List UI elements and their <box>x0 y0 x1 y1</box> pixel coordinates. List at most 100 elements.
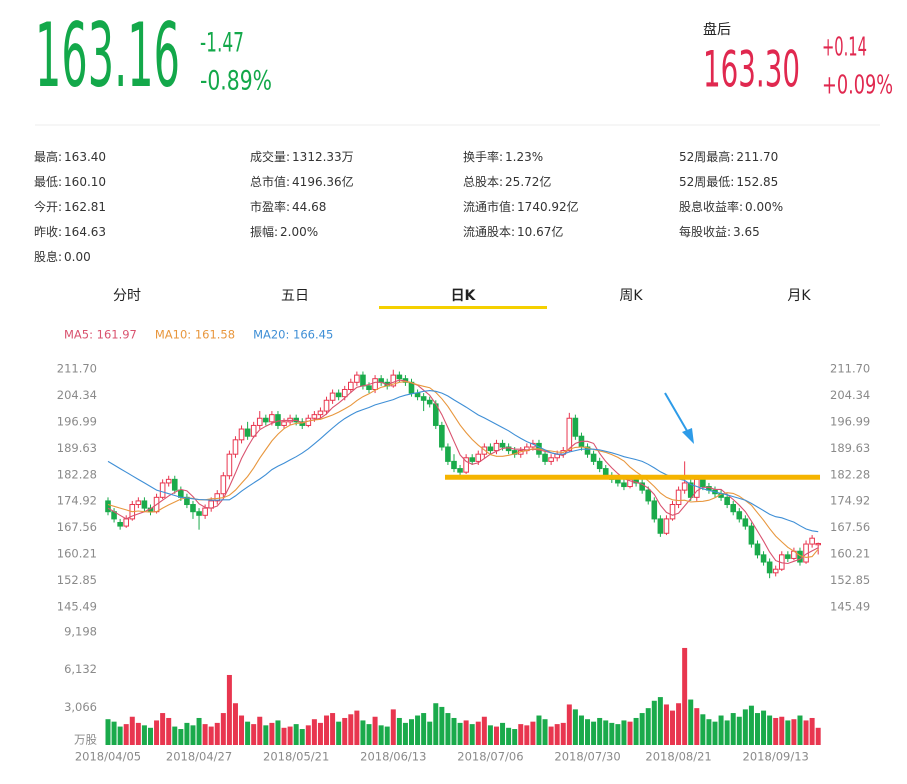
candle-body <box>645 489 652 502</box>
volume-bar <box>688 699 694 745</box>
stat-label: 52周最高: <box>679 149 734 164</box>
stat-value: 2.00% <box>280 225 318 239</box>
candle-body <box>493 442 500 452</box>
volume-bar <box>457 722 463 745</box>
tabs: 分时 五日 日K 周K 月K <box>113 288 811 309</box>
volume-bar <box>639 713 645 745</box>
stat-label: 最低: <box>34 175 62 189</box>
candle-body <box>105 500 111 513</box>
candle-body <box>390 374 397 387</box>
volume-bar <box>554 724 560 745</box>
volume-bar <box>330 713 336 745</box>
candle-body <box>596 460 603 470</box>
ma-line <box>107 390 819 533</box>
volume-bar <box>421 713 427 745</box>
stat: 昨收: 164.63 <box>34 225 106 239</box>
stat: 今开: 162.81 <box>34 199 106 214</box>
candle-body <box>323 399 330 412</box>
volume-bar <box>754 713 760 745</box>
legend-entry: MA5: 161.97 <box>64 328 137 342</box>
candle-body <box>651 500 658 520</box>
tab[interactable]: 周K <box>619 288 643 304</box>
candle-body <box>360 374 366 387</box>
volume-bar <box>105 719 111 745</box>
volume-bar <box>111 721 117 745</box>
stat-value: 44.68 <box>292 200 326 214</box>
y-tick-label-right: 160.21 <box>830 547 870 561</box>
volume-tick-label: 6,132 <box>64 662 97 676</box>
tab[interactable]: 月K <box>787 288 811 304</box>
stat-value: 0.00 <box>64 250 91 264</box>
stat: 总市值: 4196.36亿 <box>250 174 354 189</box>
volume-bar <box>463 720 469 745</box>
stat-value: 162.81 <box>64 200 106 214</box>
volume-bar <box>736 716 742 745</box>
candle-body <box>190 504 196 513</box>
arrow-shaft <box>664 392 691 437</box>
candle-body <box>396 374 403 380</box>
candle-body <box>809 537 815 545</box>
candle-body <box>693 478 700 498</box>
volume-bar <box>299 729 305 745</box>
tab[interactable]: 五日 <box>281 288 309 304</box>
volume-bar <box>245 721 251 745</box>
volume-bar <box>439 706 445 745</box>
candle-body <box>730 504 737 513</box>
volume-bar <box>160 713 166 745</box>
volume-bar <box>415 715 421 745</box>
candle-body <box>469 457 475 462</box>
candle-body <box>214 493 221 502</box>
volume-bar <box>135 722 141 745</box>
tab[interactable]: 日K <box>451 288 477 304</box>
x-tick-label: 2018/07/30 <box>554 750 620 764</box>
volume-bar <box>761 710 767 745</box>
volume-bar <box>239 715 245 745</box>
arrow-head <box>682 428 694 444</box>
legend-entry: MA10: 161.58 <box>155 328 235 342</box>
volume-bar <box>275 720 281 745</box>
candle-body <box>657 518 664 534</box>
candle-body <box>348 381 354 390</box>
y-tick-label-right: 189.63 <box>830 441 870 455</box>
volume-bar <box>257 716 263 745</box>
candle-body <box>700 478 706 488</box>
stat-value: 4196.36亿 <box>292 174 354 189</box>
volume-bar <box>384 726 390 745</box>
y-tick-label: 182.28 <box>57 467 97 481</box>
candle-body <box>748 525 755 545</box>
volume-bar <box>803 720 809 745</box>
change-pct: -0.89% <box>200 66 272 97</box>
volume-bar <box>354 710 360 745</box>
chart: 211.70 211.70 204.34 204.34 196.99 196.99 189.… <box>57 328 871 764</box>
volume-bar <box>190 725 196 745</box>
volume-bar <box>530 721 536 745</box>
volume-bar <box>269 722 275 745</box>
stat-label: 成交量: <box>250 149 290 164</box>
x-tick-label: 2018/08/21 <box>645 750 711 764</box>
volume-bar <box>251 724 257 745</box>
candle-body <box>760 554 767 563</box>
volume-bar <box>214 722 220 745</box>
volume-bar <box>493 726 499 745</box>
candle-body <box>202 507 208 516</box>
volume-bar <box>524 725 530 745</box>
volume-bar <box>591 721 597 745</box>
stat: 每股收益: 3.65 <box>679 224 760 239</box>
volume-bar <box>202 724 208 745</box>
candle-body <box>602 468 609 477</box>
candle-body <box>681 482 688 491</box>
volume-bar <box>615 724 621 745</box>
stat: 52周最高: 211.70 <box>679 149 778 164</box>
tab[interactable]: 分时 <box>113 288 141 304</box>
volume-bar <box>724 720 730 745</box>
ma-line <box>107 379 819 565</box>
volume-bar <box>566 704 572 745</box>
volume-bar <box>305 725 311 745</box>
volume-bar <box>469 724 475 745</box>
volume-bar <box>779 716 785 745</box>
candle-body <box>615 478 621 484</box>
ma-line <box>107 381 819 558</box>
candle-body <box>566 417 573 452</box>
volume-bar <box>773 717 779 745</box>
